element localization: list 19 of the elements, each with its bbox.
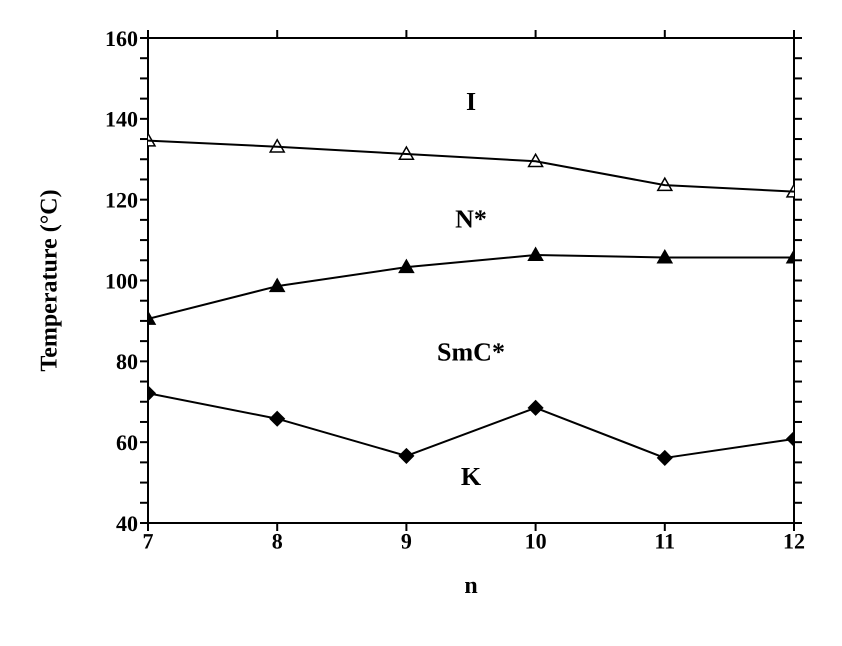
x-tick-label: 9	[400, 528, 412, 554]
annotation: I	[466, 86, 476, 116]
y-tick-label: 160	[105, 26, 138, 51]
annotation: SmC*	[437, 337, 505, 366]
x-tick-label: 8	[272, 528, 283, 554]
y-tick-label: 80	[116, 349, 138, 374]
y-axis-title: Temperature (°C)	[36, 189, 63, 372]
annotation: N*	[455, 204, 487, 234]
y-tick-label: 40	[116, 510, 138, 536]
x-tick-label: 10	[524, 528, 547, 554]
annotation: K	[460, 462, 482, 492]
y-tick-label: 60	[116, 430, 138, 455]
x-tick-label: 12	[783, 528, 805, 554]
y-tick-label: 140	[105, 106, 138, 132]
x-tick-label: 11	[654, 528, 676, 554]
y-tick-label: 100	[105, 268, 138, 294]
x-axis-title: n	[464, 573, 478, 599]
y-tick-label: 120	[105, 187, 138, 212]
x-tick-label: 7	[142, 528, 154, 554]
